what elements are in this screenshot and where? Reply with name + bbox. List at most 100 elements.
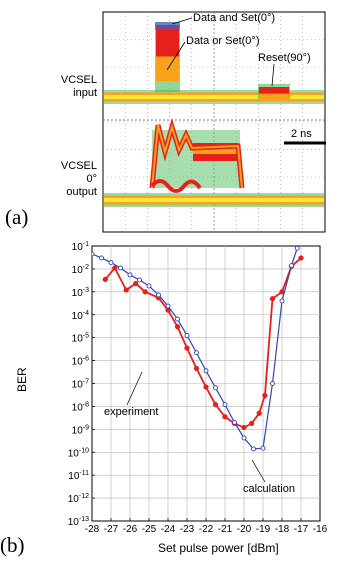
output-ringing-core <box>151 123 243 189</box>
x-tick-label: -20 <box>237 524 252 535</box>
calculation-point <box>251 446 256 452</box>
y-tick-label: 10-6 <box>72 356 89 368</box>
experiment-point <box>279 289 285 295</box>
data-or-set-annotation: Data or Set(0°) <box>186 35 260 47</box>
calculation-point <box>279 298 285 304</box>
x-tick-label: -26 <box>123 524 138 535</box>
experiment-point <box>222 414 228 420</box>
y-tick-label: 10-2 <box>72 264 89 276</box>
y-tick-label: 10-8 <box>72 401 89 413</box>
experiment-point <box>102 276 108 283</box>
plot-area-frame <box>91 245 321 522</box>
experiment-point <box>298 255 304 261</box>
calculation-point <box>203 368 209 374</box>
experiment-point <box>203 384 209 390</box>
calculation-point <box>260 445 266 451</box>
x-tick-label: -25 <box>142 524 157 535</box>
output-baseline-core <box>104 197 324 203</box>
vcsel-output-label: VCSEL 0° output <box>42 160 97 199</box>
calculation-point <box>92 251 95 257</box>
series-experiment <box>102 255 304 431</box>
calculation-point <box>222 402 228 408</box>
y-tick-label: 10-5 <box>72 333 89 345</box>
vcsel-output-label-line2: 0° <box>86 173 97 185</box>
calculation-point <box>184 332 190 338</box>
y-tick-label: 10-12 <box>68 493 89 505</box>
vcsel-input-label: VCSEL input <box>42 74 97 100</box>
experiment-point <box>231 420 238 427</box>
reset-annotation: Reset(90°) <box>258 52 311 64</box>
calculation-point <box>108 260 114 265</box>
calculation-point <box>137 277 142 283</box>
calculation-point <box>270 381 275 386</box>
eye-diagram-panel <box>102 11 326 233</box>
input-reset-pulse-red <box>259 87 289 94</box>
calculation-point <box>241 435 247 441</box>
experiment-point <box>184 345 190 351</box>
calculation-point <box>175 316 180 322</box>
calculation-point <box>146 283 152 289</box>
calculation-label: calculation <box>243 483 295 495</box>
data-or-set-arrow <box>166 41 186 71</box>
x-tick-label: -16 <box>313 524 328 535</box>
y-tick-label: 10-11 <box>68 470 89 482</box>
experiment-point <box>212 401 219 408</box>
vcsel-output-label-line3: output <box>66 186 97 198</box>
experiment-label: experiment <box>104 406 159 418</box>
time-scale-label: 2 ns <box>291 128 312 140</box>
vcsel-output-label-line1: VCSEL <box>60 160 97 172</box>
experiment-point <box>133 280 139 287</box>
panel-b-tag: (b) <box>0 533 25 557</box>
x-tick-label: -19 <box>256 524 271 535</box>
experiment-point <box>123 287 129 293</box>
output-plateau-core <box>193 148 238 154</box>
y-tick-label: 10-1 <box>72 241 89 253</box>
calculation-leader <box>251 459 266 483</box>
panel-a-tag: (a) <box>5 205 29 229</box>
x-axis-label: Set pulse power [dBm] <box>158 541 279 555</box>
calculation-point <box>232 419 237 425</box>
experiment-point <box>248 420 255 427</box>
calculation-point <box>127 272 133 278</box>
calculation-point <box>99 255 104 261</box>
experiment-point <box>112 265 118 271</box>
x-tick-label: -21 <box>218 524 233 535</box>
y-axis-label: BER <box>15 367 29 392</box>
experiment-point <box>269 296 276 302</box>
y-tick-label: 10-3 <box>72 287 89 299</box>
experiment-line <box>104 257 302 429</box>
input-reset-pulse-orange <box>259 93 289 99</box>
calculation-point <box>194 350 199 356</box>
y-tick-label: 10-7 <box>72 379 89 391</box>
output-lower-ringing <box>150 179 202 193</box>
calculation-point <box>289 263 294 269</box>
x-tick-label: -24 <box>161 524 176 535</box>
calculation-point <box>165 303 171 309</box>
y-tick-label: 10-4 <box>72 310 89 322</box>
calculation-point <box>118 265 123 271</box>
data-and-set-arrow <box>171 17 193 25</box>
x-tick-label: -17 <box>294 524 309 535</box>
calculation-point <box>213 385 218 391</box>
x-tick-label: -27 <box>104 524 119 535</box>
calculation-point <box>294 246 300 251</box>
experiment-point <box>262 392 268 399</box>
input-baseline-core <box>104 94 324 100</box>
experiment-point <box>174 324 181 330</box>
reset-arrow <box>271 63 275 87</box>
experiment-point <box>256 410 262 416</box>
x-tick-label: -28 <box>85 524 100 535</box>
calculation-point <box>156 292 161 298</box>
y-tick-label: 10-9 <box>72 424 89 436</box>
experiment-point <box>193 365 200 372</box>
y-tick-label: 10-13 <box>68 516 89 528</box>
x-tick-label: -18 <box>275 524 290 535</box>
experiment-point <box>165 307 171 313</box>
x-tick-label: -22 <box>199 524 214 535</box>
input-data-set-pulse-red <box>156 25 179 57</box>
experiment-point <box>288 263 295 269</box>
data-and-set-annotation: Data and Set(0°) <box>193 12 276 24</box>
experiment-leader <box>126 371 143 406</box>
input-pulse-top <box>155 22 180 30</box>
experiment-point <box>155 295 162 301</box>
